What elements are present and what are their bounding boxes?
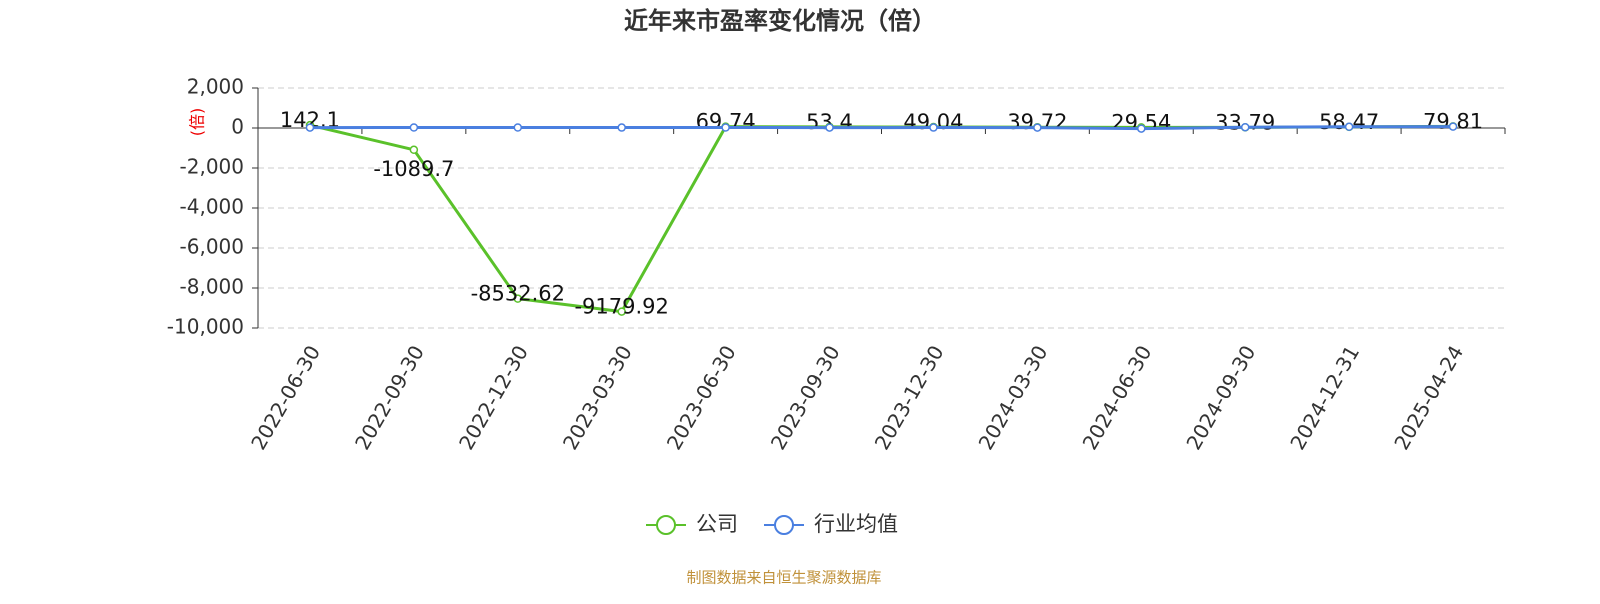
x-tick-label: 2023-12-30 <box>870 341 949 454</box>
y-tick-label: -2,000 <box>180 155 244 179</box>
point <box>1344 122 1354 132</box>
legend-label: 行业均值 <box>814 512 898 536</box>
x-tick-label: 2022-12-30 <box>454 341 533 454</box>
x-tick-label: 2025-04-24 <box>1389 341 1468 454</box>
x-tick-label: 2024-12-31 <box>1285 341 1364 454</box>
x-tick-label: 2022-09-30 <box>350 341 429 454</box>
point <box>513 294 523 303</box>
legend-marker <box>656 515 676 535</box>
point <box>513 123 523 132</box>
chart-title: 近年来市盈率变化情况（倍） <box>624 7 936 35</box>
point <box>721 123 730 132</box>
point <box>617 307 626 316</box>
point <box>1137 124 1146 133</box>
x-tick-label: 2022-06-30 <box>246 341 325 454</box>
y-tick-label: -8,000 <box>180 275 244 299</box>
x-tick-label: 2024-03-30 <box>974 341 1053 454</box>
point <box>1448 122 1458 131</box>
x-tick-label: 2024-09-30 <box>1181 341 1260 454</box>
y-axis-label: (倍) <box>188 108 207 137</box>
legend-marker <box>774 515 794 535</box>
x-tick-label: 2023-06-30 <box>662 341 741 454</box>
point <box>617 123 626 132</box>
y-tick-label: 2,000 <box>187 75 244 99</box>
series-line <box>309 125 1454 131</box>
y-tick-label: -4,000 <box>180 195 244 219</box>
x-tick-label: 2024-06-30 <box>1077 341 1156 454</box>
point <box>929 123 938 132</box>
legend-label: 公司 <box>696 512 738 536</box>
point <box>1033 123 1042 132</box>
point <box>1240 122 1250 132</box>
data-label: -1089.7 <box>373 157 454 181</box>
point <box>305 123 315 132</box>
x-tick-label: 2023-09-30 <box>766 341 845 454</box>
point <box>409 123 419 132</box>
data-label: -9179.92 <box>574 295 668 319</box>
x-tick-label: 2023-03-30 <box>558 341 637 454</box>
source-note: 制图数据来自恒生聚源数据库 <box>686 569 881 587</box>
point <box>825 123 834 132</box>
y-tick-label: -10,000 <box>167 315 244 339</box>
y-tick-label: 0 <box>231 115 244 139</box>
point <box>409 145 419 155</box>
y-tick-label: -6,000 <box>180 235 244 259</box>
data-label: -8532.62 <box>471 282 565 306</box>
